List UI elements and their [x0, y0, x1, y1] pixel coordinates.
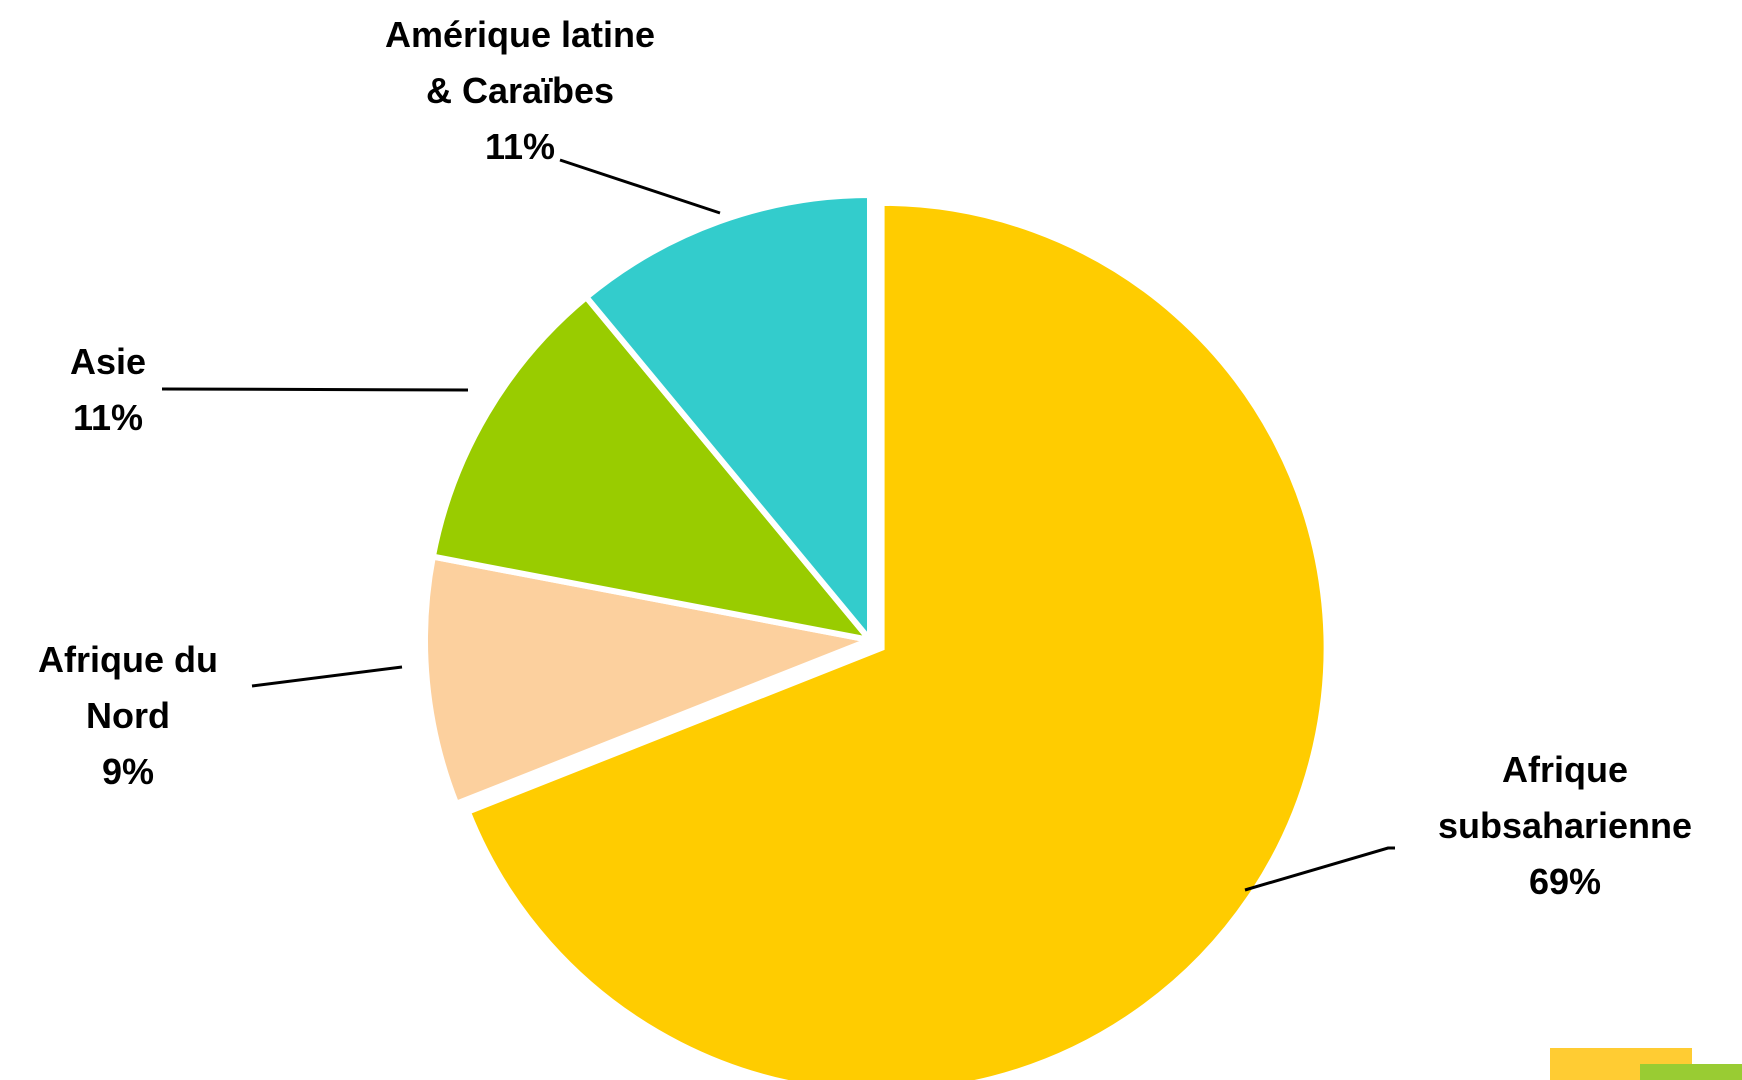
leader-line	[1244, 846, 1395, 892]
slice-category-label: Afrique du	[38, 639, 218, 680]
slice-category-label: & Caraïbes	[426, 70, 614, 111]
leader-line	[251, 665, 403, 688]
leader-line	[161, 387, 469, 392]
slice-label: Asie 11%	[70, 341, 146, 438]
corner-decoration	[1550, 1048, 1742, 1080]
slice-category-label: Afrique	[1502, 749, 1628, 790]
slice-category-label: Amérique latine	[385, 14, 655, 55]
slice-percent-label: 69%	[1529, 861, 1601, 902]
slice-category-label: subsaharienne	[1438, 805, 1692, 846]
slice-category-label: Asie	[70, 341, 146, 382]
pie-slice-afrique-subsaharienne	[463, 199, 1330, 1080]
pie-slice-asie	[429, 292, 878, 645]
slice-percent-label: 9%	[102, 751, 154, 792]
pie-slice-afrique-du-nord	[422, 553, 881, 808]
slice-label: Afrique subsaharienne 69%	[1438, 749, 1692, 902]
slice-percent-label: 11%	[73, 397, 143, 438]
pie-slices	[422, 191, 1330, 1080]
slice-label: Afrique du Nord 9%	[38, 639, 218, 792]
leader-line	[559, 158, 721, 215]
slice-labels: Afrique subsaharienne 69%Afrique du Nord 9%A…	[38, 14, 1692, 902]
pie-slice-am-rique-latine-cara-bes	[582, 191, 873, 649]
slice-label: Amérique latine & Caraïbes 11%	[385, 14, 655, 167]
leader-lines	[161, 158, 1395, 892]
corner-block	[1640, 1064, 1742, 1080]
slice-category-label: Nord	[86, 695, 170, 736]
slice-percent-label: 11%	[485, 126, 555, 167]
